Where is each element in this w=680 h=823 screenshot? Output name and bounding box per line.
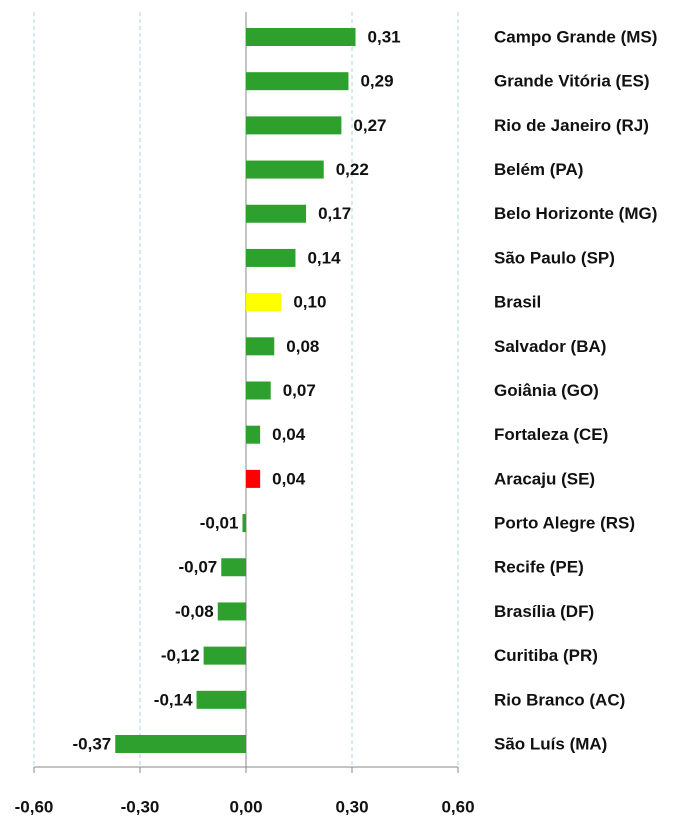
category-label: Fortaleza (CE) (494, 425, 608, 444)
bar (203, 646, 246, 665)
bar (221, 558, 246, 577)
category-label: Campo Grande (MS) (494, 27, 657, 46)
bar (246, 469, 261, 488)
category-label: São Luís (MA) (494, 734, 607, 753)
value-label: 0,14 (307, 248, 341, 267)
category-label: Brasil (494, 293, 541, 312)
bar (246, 381, 271, 400)
category-label: Rio de Janeiro (RJ) (494, 116, 649, 135)
bar (246, 116, 342, 135)
category-label: Belo Horizonte (MG) (494, 204, 657, 223)
value-label: 0,17 (318, 204, 351, 223)
category-label: Curitiba (PR) (494, 646, 598, 665)
value-label: 0,04 (272, 469, 306, 488)
category-label: Rio Branco (AC) (494, 690, 625, 709)
value-label: -0,07 (179, 558, 218, 577)
value-label: 0,31 (368, 27, 401, 46)
category-label: Porto Alegre (RS) (494, 514, 635, 533)
category-label: Recife (PE) (494, 558, 584, 577)
value-label: 0,29 (360, 72, 393, 91)
bar (246, 160, 324, 179)
bar (115, 735, 247, 753)
value-label: 0,22 (336, 160, 369, 179)
category-label: Belém (PA) (494, 160, 583, 179)
bar (196, 690, 246, 709)
bar (246, 28, 356, 46)
value-label: 0,07 (283, 381, 316, 400)
x-tick-label: 0,60 (441, 797, 474, 816)
value-label: -0,08 (175, 602, 214, 621)
bar (246, 337, 275, 356)
value-label: 0,04 (272, 425, 306, 444)
bar (246, 248, 296, 267)
bar (246, 204, 307, 223)
value-label: 0,27 (353, 116, 386, 135)
value-label: -0,12 (161, 646, 200, 665)
bar (217, 602, 246, 621)
value-label: -0,14 (154, 690, 193, 709)
value-label: -0,01 (200, 514, 239, 533)
bar (246, 425, 261, 444)
x-tick-label: -0,30 (121, 797, 160, 816)
x-tick-label: 0,30 (335, 797, 368, 816)
category-label: Goiânia (GO) (494, 381, 599, 400)
value-label: 0,08 (286, 337, 319, 356)
bar (242, 514, 246, 533)
category-label: Grande Vitória (ES) (494, 72, 650, 91)
bar (246, 293, 282, 312)
category-label: Aracaju (SE) (494, 469, 595, 488)
category-label: Salvador (BA) (494, 337, 606, 356)
x-tick-label: -0,60 (15, 797, 54, 816)
category-label: Brasília (DF) (494, 602, 594, 621)
x-tick-label: 0,00 (229, 797, 262, 816)
bar (246, 72, 349, 91)
category-label: São Paulo (SP) (494, 248, 615, 267)
value-label: -0,37 (73, 734, 112, 753)
value-label: 0,10 (293, 293, 326, 312)
